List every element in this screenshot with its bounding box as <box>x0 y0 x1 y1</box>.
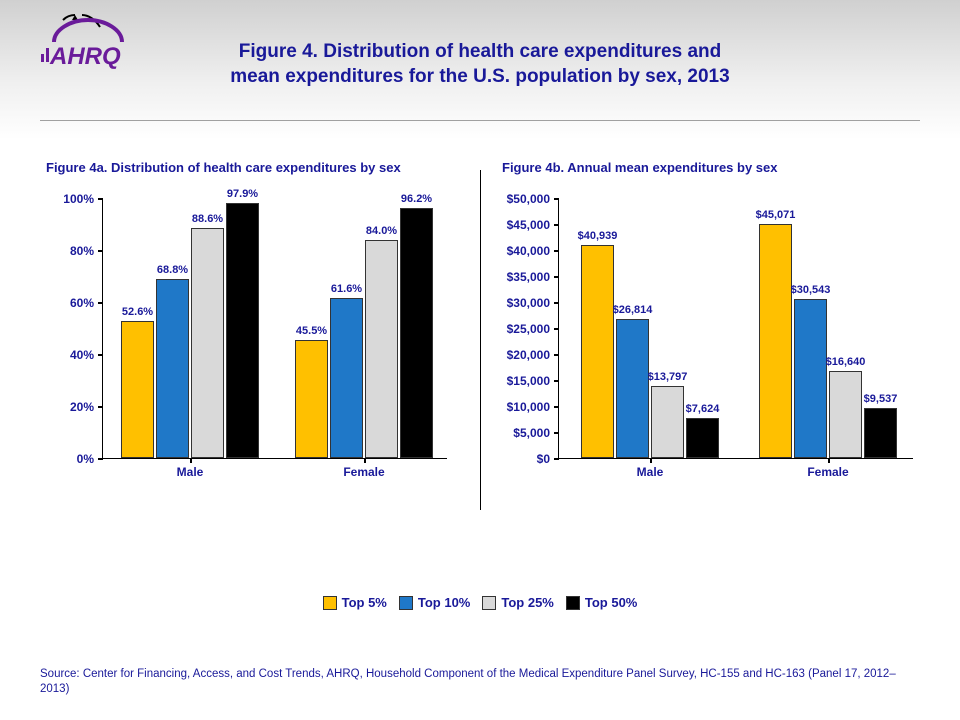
bar-value-label: $45,071 <box>756 209 796 221</box>
y-tick-label: 80% <box>70 244 94 258</box>
chart-4b-y-axis: $0$5,000$10,000$15,000$20,000$25,000$30,… <box>496 199 556 459</box>
bar: 68.8% <box>156 279 189 458</box>
bar-value-label: 68.8% <box>157 264 188 276</box>
bar-group: 52.6%68.8%88.6%97.9% <box>121 203 259 458</box>
bar-group: $40,939$26,814$13,797$7,624 <box>581 245 719 458</box>
bar-value-label: 96.2% <box>401 193 432 205</box>
chart-4a-y-axis: 0%20%40%60%80%100% <box>40 199 100 459</box>
y-tick-label: $35,000 <box>507 270 550 284</box>
legend-label: Top 50% <box>585 595 638 610</box>
legend: Top 5% Top 10% Top 25% Top 50% <box>0 595 960 613</box>
bar-value-label: $7,624 <box>686 403 720 415</box>
bar: $30,543 <box>794 299 827 458</box>
bar-value-label: $30,543 <box>791 284 831 296</box>
source-note: Source: Center for Financing, Access, an… <box>40 667 920 698</box>
chart-4b-plot: $40,939$26,814$13,797$7,624Male$45,071$3… <box>558 199 913 459</box>
y-tick-label: 100% <box>63 192 94 206</box>
bar-value-label: $13,797 <box>648 371 688 383</box>
bar: $9,537 <box>864 408 897 458</box>
legend-label: Top 5% <box>342 595 387 610</box>
bar: 97.9% <box>226 203 259 458</box>
bar-group: $45,071$30,543$16,640$9,537 <box>759 224 897 458</box>
y-tick-label: $40,000 <box>507 244 550 258</box>
y-tick-label: $50,000 <box>507 192 550 206</box>
bar-value-label: $40,939 <box>578 230 618 242</box>
legend-label: Top 10% <box>418 595 471 610</box>
bar: $13,797 <box>651 386 684 458</box>
bar-value-label: $26,814 <box>613 304 653 316</box>
bar: 45.5% <box>295 340 328 458</box>
legend-item: Top 50% <box>566 595 638 610</box>
bar: $16,640 <box>829 371 862 458</box>
legend-swatch <box>482 596 496 610</box>
bar: 88.6% <box>191 228 224 458</box>
header-rule <box>40 120 920 121</box>
legend-item: Top 10% <box>399 595 471 610</box>
y-tick-label: 20% <box>70 400 94 414</box>
bar: $7,624 <box>686 418 719 458</box>
y-tick-label: 40% <box>70 348 94 362</box>
title-line-2: mean expenditures for the U.S. populatio… <box>230 66 729 87</box>
chart-4b-subtitle: Figure 4b. Annual mean expenditures by s… <box>496 160 920 175</box>
bar: $40,939 <box>581 245 614 458</box>
bar-value-label: 88.6% <box>192 213 223 225</box>
y-tick-label: 0% <box>77 452 94 466</box>
y-tick-label: $45,000 <box>507 218 550 232</box>
bar-value-label: 61.6% <box>331 283 362 295</box>
bar-value-label: 84.0% <box>366 225 397 237</box>
chart-4a-plot: 52.6%68.8%88.6%97.9%Male45.5%61.6%84.0%9… <box>102 199 447 459</box>
chart-4a-area: 0%20%40%60%80%100% 52.6%68.8%88.6%97.9%M… <box>40 199 480 499</box>
y-tick-label: $5,000 <box>513 426 550 440</box>
chart-4a-subtitle: Figure 4a. Distribution of health care e… <box>40 160 480 175</box>
bar-value-label: 45.5% <box>296 325 327 337</box>
title-line-1: Figure 4. Distribution of health care ex… <box>239 41 721 62</box>
y-tick-label: $30,000 <box>507 296 550 310</box>
bar: 61.6% <box>330 298 363 458</box>
y-tick-label: $10,000 <box>507 400 550 414</box>
legend-swatch <box>566 596 580 610</box>
y-tick-label: 60% <box>70 296 94 310</box>
figure-title: Figure 4. Distribution of health care ex… <box>0 40 960 89</box>
legend-label: Top 25% <box>501 595 554 610</box>
y-tick-label: $15,000 <box>507 374 550 388</box>
chart-4b-area: $0 $5,000 $10,000 $15,000 $20,000 $25,000 $30,… <box>496 199 920 499</box>
x-category-label: Female <box>343 465 384 479</box>
bar: 84.0% <box>365 240 398 458</box>
legend-swatch <box>323 596 337 610</box>
bar: $26,814 <box>616 319 649 458</box>
chart-4b-panel: Figure 4b. Annual mean expenditures by s… <box>480 160 920 550</box>
legend-swatch <box>399 596 413 610</box>
chart-4a-panel: Figure 4a. Distribution of health care e… <box>40 160 480 550</box>
y-tick-label: $20,000 <box>507 348 550 362</box>
x-category-label: Female <box>807 465 848 479</box>
bar-value-label: 97.9% <box>227 188 258 200</box>
bar: 96.2% <box>400 208 433 458</box>
x-category-label: Male <box>637 465 664 479</box>
y-tick-label: $25,000 <box>507 322 550 336</box>
y-tick-label: $0 <box>537 452 550 466</box>
bar-group: 45.5%61.6%84.0%96.2% <box>295 208 433 458</box>
x-category-label: Male <box>177 465 204 479</box>
bar-value-label: 52.6% <box>122 306 153 318</box>
bar-value-label: $16,640 <box>826 356 866 368</box>
bar: $45,071 <box>759 224 792 458</box>
bar-value-label: $9,537 <box>864 393 898 405</box>
legend-item: Top 5% <box>323 595 387 610</box>
bar: 52.6% <box>121 321 154 458</box>
legend-item: Top 25% <box>482 595 554 610</box>
charts-container: Figure 4a. Distribution of health care e… <box>40 160 920 550</box>
